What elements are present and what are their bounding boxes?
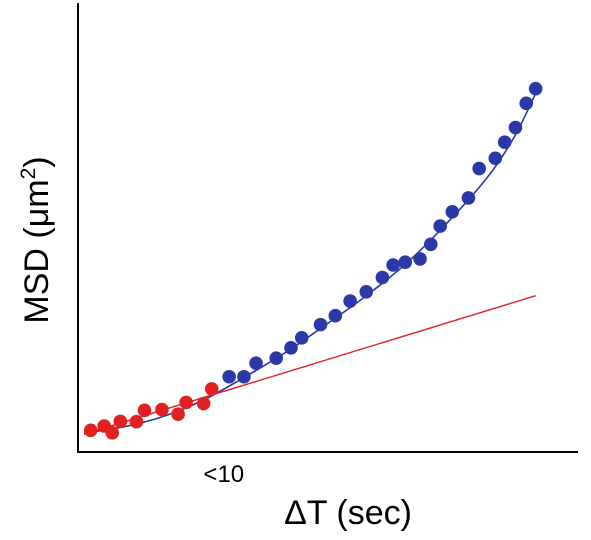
data-point-series-2-20 xyxy=(488,151,503,166)
data-point-series-1-11 xyxy=(204,382,219,396)
data-point-series-2-19 xyxy=(472,161,486,176)
data-point-series-2-5 xyxy=(284,341,298,355)
data-point-series-2-11 xyxy=(375,270,390,285)
data-point-series-2-4 xyxy=(269,351,284,365)
data-point-series-1-3 xyxy=(105,425,120,440)
data-point-series-2-3 xyxy=(249,356,263,370)
data-point-series-2-17 xyxy=(445,205,460,219)
data-point-series-2-12 xyxy=(386,258,400,272)
data-point-series-2-8 xyxy=(328,308,343,323)
data-point-series-2-18 xyxy=(461,191,476,205)
linear-fit-line xyxy=(83,295,536,435)
data-point-series-2-15 xyxy=(423,237,438,252)
data-point-series-1-8 xyxy=(171,407,185,422)
x-tick-label-1: <10 xyxy=(203,461,244,488)
data-point-series-1-10 xyxy=(196,396,211,411)
data-point-series-2-6 xyxy=(294,331,309,345)
data-point-series-2-1 xyxy=(222,369,236,384)
data-point-series-2-23 xyxy=(519,96,534,111)
data-point-series-1-6 xyxy=(137,403,152,418)
y-axis-label-superscript: 2 xyxy=(17,168,40,180)
x-tick-labels: <10 xyxy=(203,461,244,488)
data-point-series-2-9 xyxy=(343,294,357,308)
quadratic-fit-curve xyxy=(83,93,537,434)
y-axis-label-main: MSD (μm xyxy=(18,179,56,323)
data-point-series-1-7 xyxy=(155,402,169,417)
data-point-series-1-9 xyxy=(179,395,193,410)
data-point-series-1-5 xyxy=(129,414,144,429)
y-axis-label-close: ) xyxy=(18,156,56,167)
data-point-series-1-4 xyxy=(113,414,128,429)
x-axis-label: ΔT (sec) xyxy=(284,494,412,532)
data-point-series-2-14 xyxy=(413,252,427,266)
y-axis-label: MSD (μm2) xyxy=(17,156,56,323)
data-point-series-2-16 xyxy=(433,219,447,233)
fit-lines xyxy=(83,93,537,435)
data-point-series-2-22 xyxy=(508,120,523,135)
data-point-series-2-7 xyxy=(313,317,328,332)
data-point-series-1-1 xyxy=(83,423,98,438)
data-point-series-2-13 xyxy=(398,255,413,269)
data-point-series-2-24 xyxy=(528,81,543,96)
data-point-series-2-10 xyxy=(359,284,374,299)
data-point-series-2-2 xyxy=(237,369,251,384)
data-point-series-2-21 xyxy=(497,135,512,149)
data-points xyxy=(83,81,543,440)
